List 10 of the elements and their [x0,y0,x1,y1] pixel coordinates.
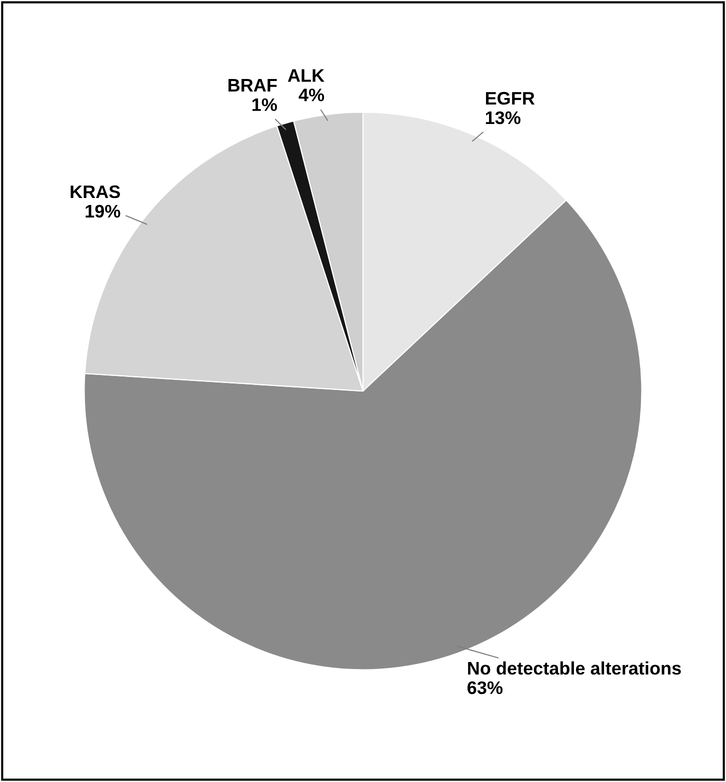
data-label: 4% [298,88,324,102]
data-label: 13% [486,111,520,124]
data-label: 1% [252,98,277,112]
data-label: 19% [86,204,120,218]
slice-label: No detectable alterations [468,661,681,675]
slice-label: KRAS [70,185,120,198]
slice-label: EGFR [486,92,535,105]
slice-label: BRAF [228,79,277,92]
slice-label: ALK [288,69,324,82]
data-label: 63% [468,681,503,694]
